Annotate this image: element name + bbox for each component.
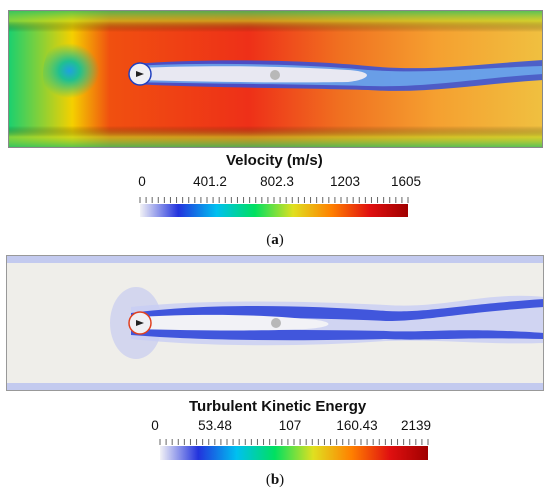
- tke-tick-label: 53.48: [198, 418, 232, 433]
- tke-top-wall-layer: [6, 255, 544, 263]
- tke-contour-plot: [6, 255, 544, 391]
- velocity-tick-label: 1605: [390, 174, 422, 189]
- caption-b-letter: b: [270, 472, 280, 488]
- tke-tick-label: 107: [278, 418, 302, 433]
- tke-colorbar-title: Turbulent Kinetic Energy: [189, 398, 367, 415]
- velocity-inlet-region: [43, 19, 163, 129]
- velocity-colorbar-ticks: [139, 197, 409, 203]
- tke-bottom-wall-layer: [6, 383, 544, 391]
- tke-colorbar-ticks: [159, 439, 429, 445]
- velocity-colorbar-title: Velocity (m/s): [226, 152, 323, 169]
- tke-colorbar: [156, 437, 432, 463]
- figure-caption-b: (b): [266, 472, 284, 489]
- figure-caption-a: (a): [266, 232, 284, 249]
- tke-tick-label: 2139: [400, 418, 432, 433]
- velocity-inlet-marker-icon: [136, 71, 144, 77]
- velocity-colorbar-gradient: [140, 204, 408, 217]
- tke-colorbar-gradient: [160, 446, 428, 460]
- velocity-wake-core: [138, 66, 367, 83]
- tke-sphere-body: [271, 318, 281, 328]
- velocity-domain-border: [8, 10, 543, 148]
- velocity-tick-label: 802.3: [260, 174, 294, 189]
- caption-b-open: (: [265, 472, 271, 488]
- velocity-tick-label: 0: [138, 174, 146, 189]
- caption-b-close: ): [279, 472, 285, 488]
- velocity-tick-label: 401.2: [193, 174, 227, 189]
- caption-a-letter: a: [271, 232, 279, 248]
- velocity-sphere-body: [270, 70, 280, 80]
- tke-domain-border: [6, 255, 544, 391]
- tke-tick-label: 160.43: [336, 418, 378, 433]
- caption-a-close: ): [278, 232, 284, 248]
- velocity-contour-plot: [8, 10, 543, 148]
- tke-tick-label: 0: [151, 418, 159, 433]
- caption-a-open: (: [266, 232, 272, 248]
- velocity-colorbar: [136, 195, 412, 221]
- tke-inlet-marker-icon: [136, 320, 144, 326]
- tke-wake-core: [136, 314, 329, 331]
- velocity-tick-label: 1203: [329, 174, 361, 189]
